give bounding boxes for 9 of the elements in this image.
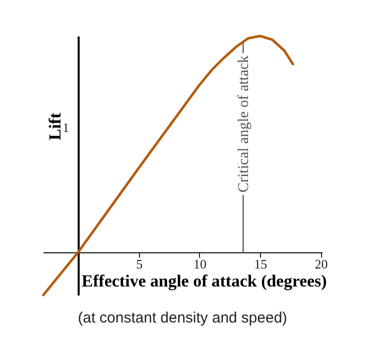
- ref-line-label: Critical angle of attack: [236, 54, 252, 193]
- text: (at constant density and speed): [78, 309, 288, 326]
- x-tick-label: 15: [254, 256, 268, 272]
- annotation: 1: [62, 120, 70, 135]
- x-tick-label: 10: [193, 256, 206, 272]
- y-axis-title: Lift: [46, 112, 65, 140]
- x-tick-label: 20: [314, 256, 328, 272]
- x-tick-label: 5: [136, 256, 143, 272]
- x-axis-title: Effective angle of attack (degrees): [82, 272, 327, 291]
